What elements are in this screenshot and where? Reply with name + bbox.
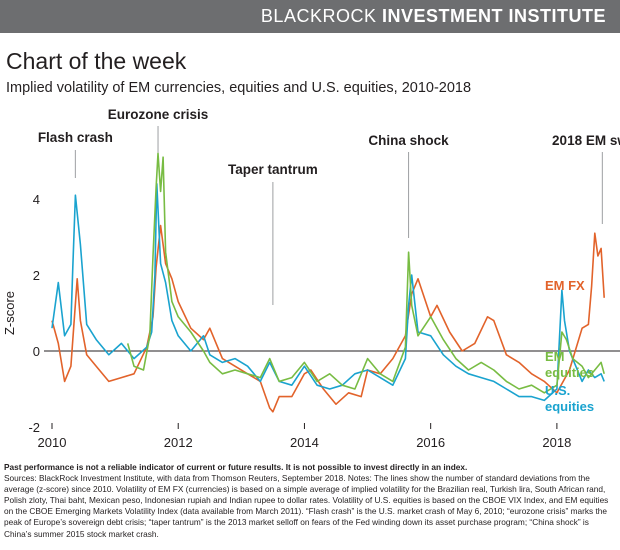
y-axis-label: Z-score	[2, 291, 17, 335]
x-tick-label: 2010	[38, 435, 67, 450]
x-tick-label: 2014	[290, 435, 319, 450]
y-tick-label: 4	[33, 192, 40, 207]
header-banner: BLACKROCK INVESTMENT INSTITUTE	[0, 0, 620, 33]
footnotes: Past performance is not a reliable indic…	[4, 462, 616, 540]
annotation-label: Eurozone crisis	[108, 107, 209, 122]
y-tick-label: 2	[33, 268, 40, 283]
annotation-label: Flash crash	[38, 130, 113, 145]
em-fx-line	[51, 224, 605, 413]
legend-us-equities: U.S.	[545, 383, 570, 398]
y-tick-label: -2	[28, 420, 40, 435]
brand-bold: INVESTMENT INSTITUTE	[381, 6, 606, 26]
sources-text: Sources: BlackRock Investment Institute,…	[4, 473, 609, 539]
annotation-label: Taper tantrum	[228, 162, 318, 177]
x-tick-label: 2018	[542, 435, 571, 450]
us-equities-line	[51, 183, 605, 402]
brand-regular: BLACKROCK	[260, 6, 377, 26]
legend-em-fx: EM FX	[545, 278, 585, 293]
disclaimer-text: Past performance is not a reliable indic…	[4, 462, 468, 472]
legend-em-equities: EM	[545, 349, 565, 364]
legend-em-equities-2: equities	[545, 365, 594, 380]
x-tick-label: 2012	[164, 435, 193, 450]
chart-subtitle: Implied volatility of EM currencies, equ…	[6, 80, 472, 96]
page-title: Chart of the week	[6, 48, 187, 74]
annotation-label: 2018 EM swoon	[552, 133, 620, 148]
volatility-chart: Flash crash Eurozone crisis Taper tantrum C…	[2, 107, 620, 450]
legend-us-equities-2: equities	[545, 399, 594, 414]
y-tick-label: 0	[33, 344, 40, 359]
brand-logo: BLACKROCK INVESTMENT INSTITUTE	[261, 6, 606, 27]
annotation-label: China shock	[368, 133, 449, 148]
x-tick-label: 2016	[416, 435, 445, 450]
em-equities-line	[126, 152, 605, 394]
